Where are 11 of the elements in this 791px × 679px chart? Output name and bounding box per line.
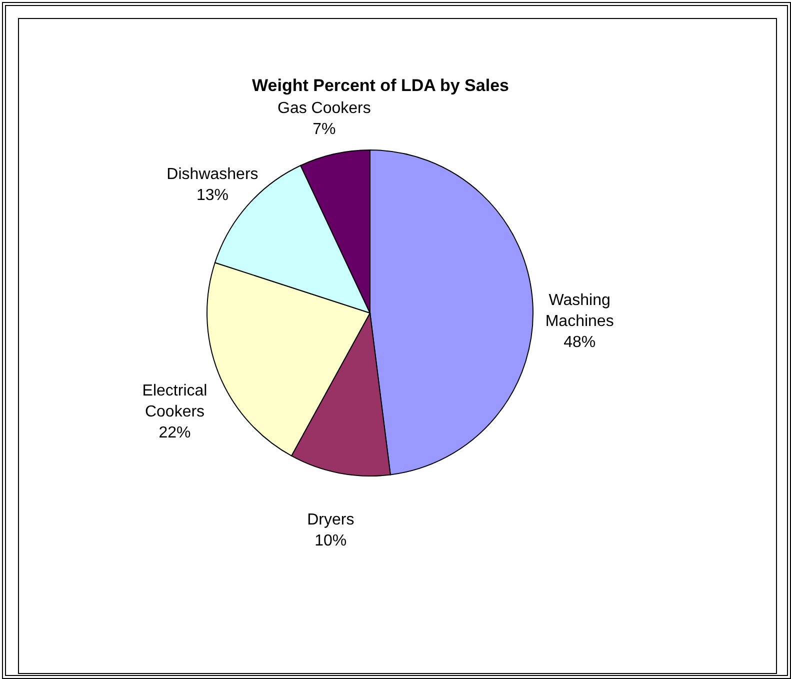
slice-label: Washing Machines [545,292,614,330]
data-label: 7% [312,121,336,138]
slice-label: Electrical Cookers [142,382,208,420]
slice-label: Dishwashers [166,166,258,184]
chart-title: Weight Percent of LDA by Sales [252,76,509,95]
data-label: 22% [158,424,191,442]
data-label: 48% [564,334,596,351]
data-label: 13% [196,187,228,204]
slice-label: Dryers [307,511,354,528]
slice-label: Gas Cookers [278,100,371,118]
data-label: 10% [314,532,347,550]
